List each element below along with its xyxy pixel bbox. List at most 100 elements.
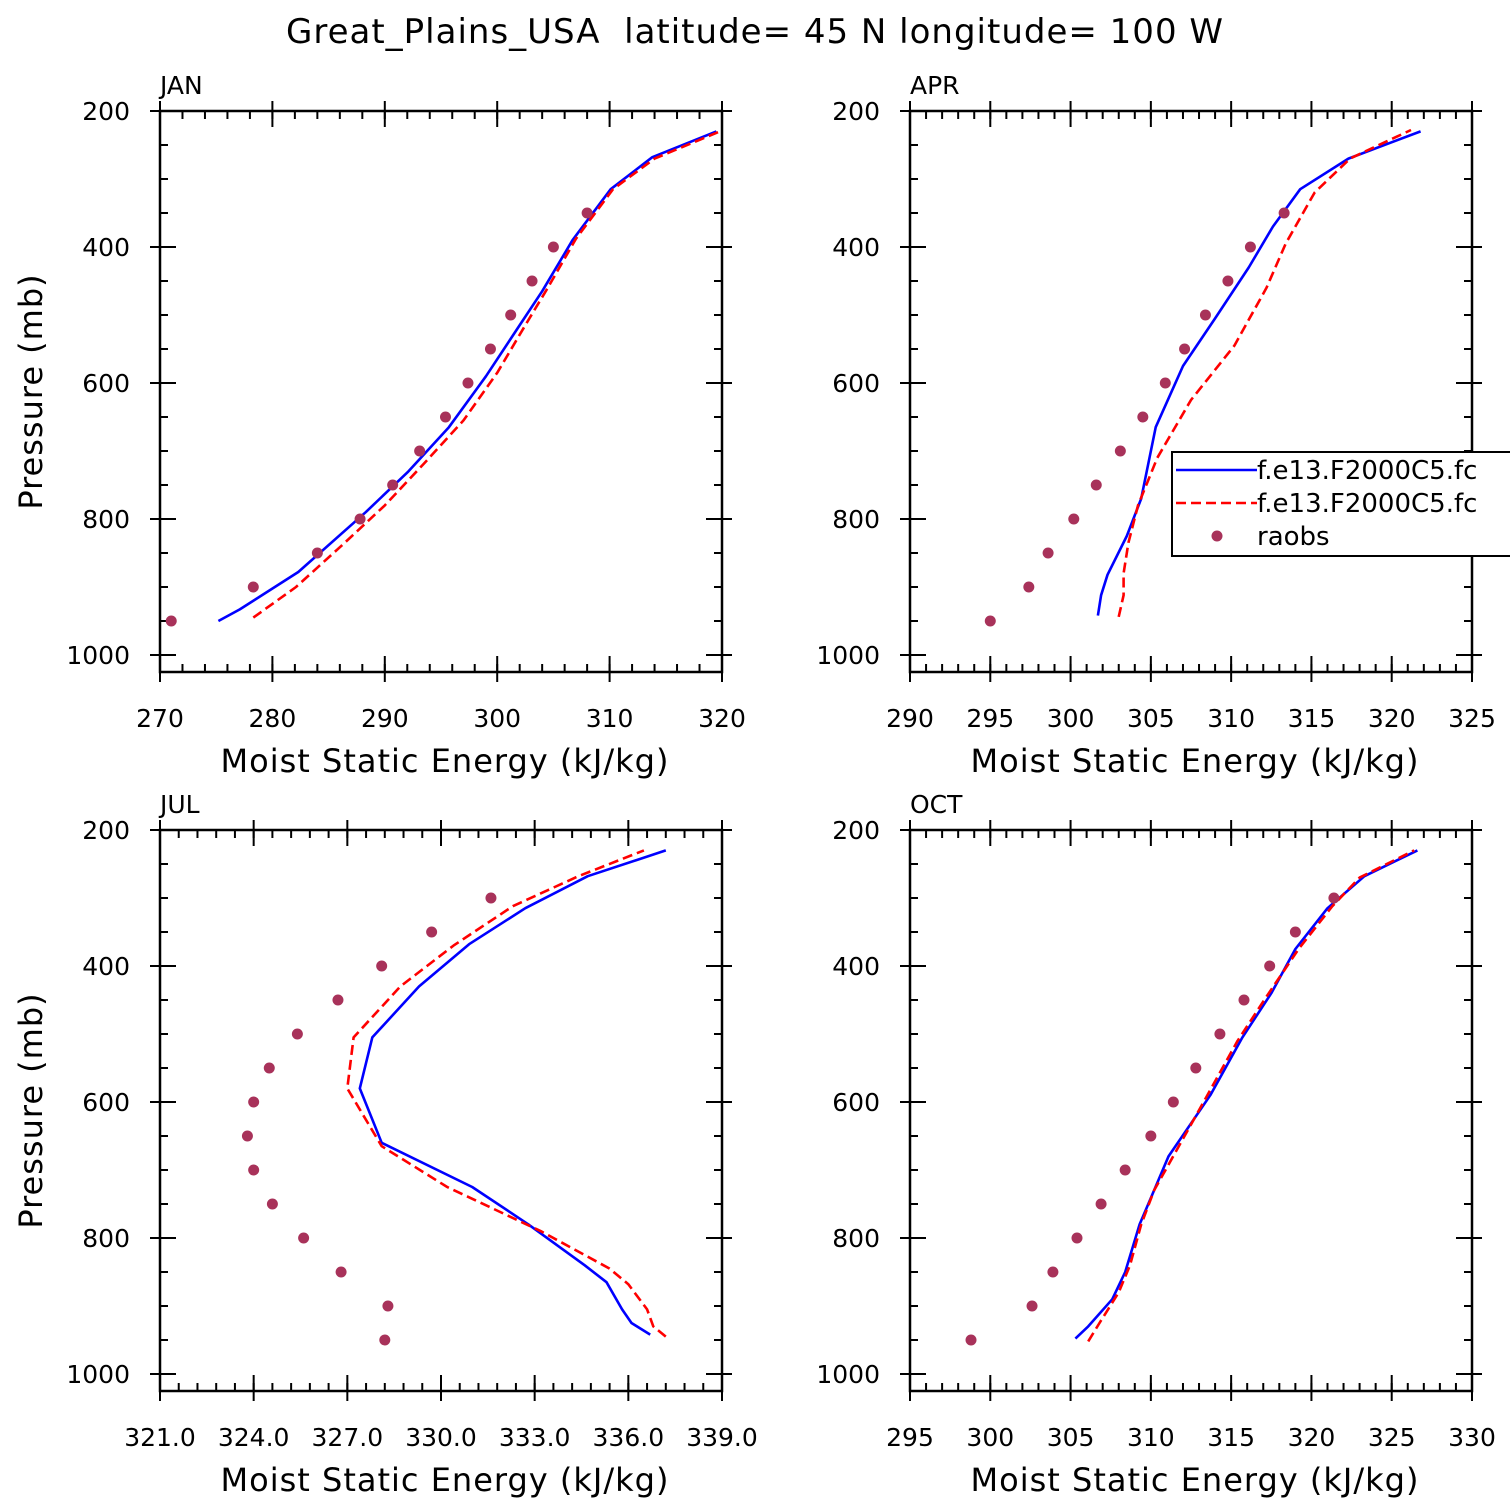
x-tick-label: 339.0 — [686, 1423, 758, 1452]
raobs-point — [1071, 1232, 1083, 1244]
series-line-solid — [1096, 130, 1422, 616]
series-line-dashed — [1087, 849, 1415, 1343]
plot-frame — [158, 109, 724, 674]
plot-frame — [908, 828, 1474, 1393]
x-tick-label: 333.0 — [499, 1423, 571, 1452]
raobs-point — [266, 1198, 278, 1210]
y-tick-label: 800 — [82, 505, 130, 534]
x-axis-label: Moist Static Energy (kJ/kg) — [971, 742, 1420, 780]
raobs-point — [1278, 207, 1290, 219]
plot-frame — [908, 109, 1474, 674]
x-tick-label: 280 — [249, 704, 297, 733]
legend-label: raobs — [1257, 522, 1330, 552]
raobs-point — [1090, 479, 1102, 491]
raobs-point — [414, 445, 426, 457]
raobs-point — [379, 1334, 391, 1346]
x-tick-label: 321.0 — [124, 1423, 196, 1452]
x-axis-label: Moist Static Energy (kJ/kg) — [221, 742, 670, 780]
raobs-point — [426, 926, 438, 938]
x-tick-label: 330.0 — [405, 1423, 477, 1452]
y-tick-label: 400 — [82, 233, 130, 262]
raobs-point — [291, 1028, 303, 1040]
raobs-point — [247, 581, 259, 593]
series-group — [165, 130, 721, 627]
raobs-point — [439, 411, 451, 423]
x-axis-label: Moist Static Energy (kJ/kg) — [221, 1461, 670, 1499]
raobs-point — [311, 547, 323, 559]
series-line-dashed — [345, 849, 667, 1338]
x-tick-label: 324.0 — [218, 1423, 290, 1452]
raobs-point — [376, 960, 388, 972]
y-tick-label: 1000 — [816, 1360, 880, 1389]
x-tick-label: 320 — [698, 704, 746, 733]
y-tick-label: 1000 — [66, 641, 130, 670]
x-tick-label: 320 — [1288, 1423, 1336, 1452]
series-group — [241, 849, 667, 1346]
raobs-point — [526, 275, 538, 287]
raobs-point — [485, 892, 497, 904]
y-tick-label: 800 — [832, 1224, 880, 1253]
legend-marker — [1211, 530, 1223, 542]
y-tick-label: 200 — [832, 816, 880, 845]
x-tick-label: 300 — [1047, 704, 1095, 733]
series-line-dashed — [252, 130, 721, 619]
raobs-point — [354, 513, 366, 525]
x-tick-label: 300 — [473, 704, 521, 733]
figure-title: Great_Plains_USA latitude= 45 N longitud… — [286, 12, 1224, 52]
y-tick-label: 600 — [82, 1088, 130, 1117]
raobs-point — [984, 615, 996, 627]
x-tick-label: 325 — [1448, 704, 1496, 733]
raobs-point — [335, 1266, 347, 1278]
panel-title: JAN — [158, 71, 203, 100]
raobs-point — [462, 377, 474, 389]
x-tick-label: 310 — [1207, 704, 1255, 733]
raobs-point — [1145, 1130, 1157, 1142]
x-tick-label: 295 — [966, 704, 1014, 733]
raobs-point — [165, 615, 177, 627]
raobs-point — [484, 343, 496, 355]
y-tick-label: 200 — [832, 97, 880, 126]
raobs-point — [1137, 411, 1149, 423]
raobs-point — [248, 1164, 260, 1176]
panel-jan: JAN 270 280 290 300 310 320 200 400 600 800 1000 Moi… — [12, 71, 746, 780]
y-tick-label: 1000 — [816, 641, 880, 670]
y-tick-label: 600 — [82, 369, 130, 398]
y-tick-label: 400 — [82, 952, 130, 981]
raobs-point — [1289, 926, 1301, 938]
x-tick-label: 325 — [1368, 1423, 1416, 1452]
raobs-point — [332, 994, 344, 1006]
raobs-point — [1179, 343, 1191, 355]
raobs-point — [1026, 1300, 1038, 1312]
panel-apr: APR 290 295 300 305 310 315 320 325 200 400 600 800 1… — [816, 71, 1495, 780]
x-tick-label: 305 — [1127, 704, 1175, 733]
raobs-point — [1159, 377, 1171, 389]
series-line-solid — [358, 849, 667, 1336]
raobs-point — [547, 241, 559, 253]
y-tick-label: 200 — [82, 97, 130, 126]
raobs-point — [1119, 1164, 1131, 1176]
y-tick-label: 800 — [832, 505, 880, 534]
x-tick-label: 300 — [966, 1423, 1014, 1452]
series-line-dashed — [1117, 128, 1412, 618]
raobs-point — [1068, 513, 1080, 525]
legend-label: f.e13.F2000C5.fc — [1257, 456, 1477, 486]
raobs-point — [1222, 275, 1234, 287]
x-tick-label: 330 — [1448, 1423, 1496, 1452]
y-tick-label: 200 — [82, 816, 130, 845]
panel-title: APR — [910, 71, 960, 100]
x-tick-label: 315 — [1288, 704, 1336, 733]
y-tick-label: 600 — [832, 369, 880, 398]
y-tick-label: 1000 — [66, 1360, 130, 1389]
raobs-point — [1042, 547, 1054, 559]
raobs-point — [1167, 1096, 1179, 1108]
y-tick-label: 400 — [832, 233, 880, 262]
series-group — [965, 849, 1418, 1346]
y-tick-label: 600 — [832, 1088, 880, 1117]
raobs-point — [382, 1300, 394, 1312]
x-tick-label: 290 — [886, 704, 934, 733]
y-tick-label: 400 — [832, 952, 880, 981]
x-tick-label: 270 — [136, 704, 184, 733]
raobs-point — [1264, 960, 1276, 972]
